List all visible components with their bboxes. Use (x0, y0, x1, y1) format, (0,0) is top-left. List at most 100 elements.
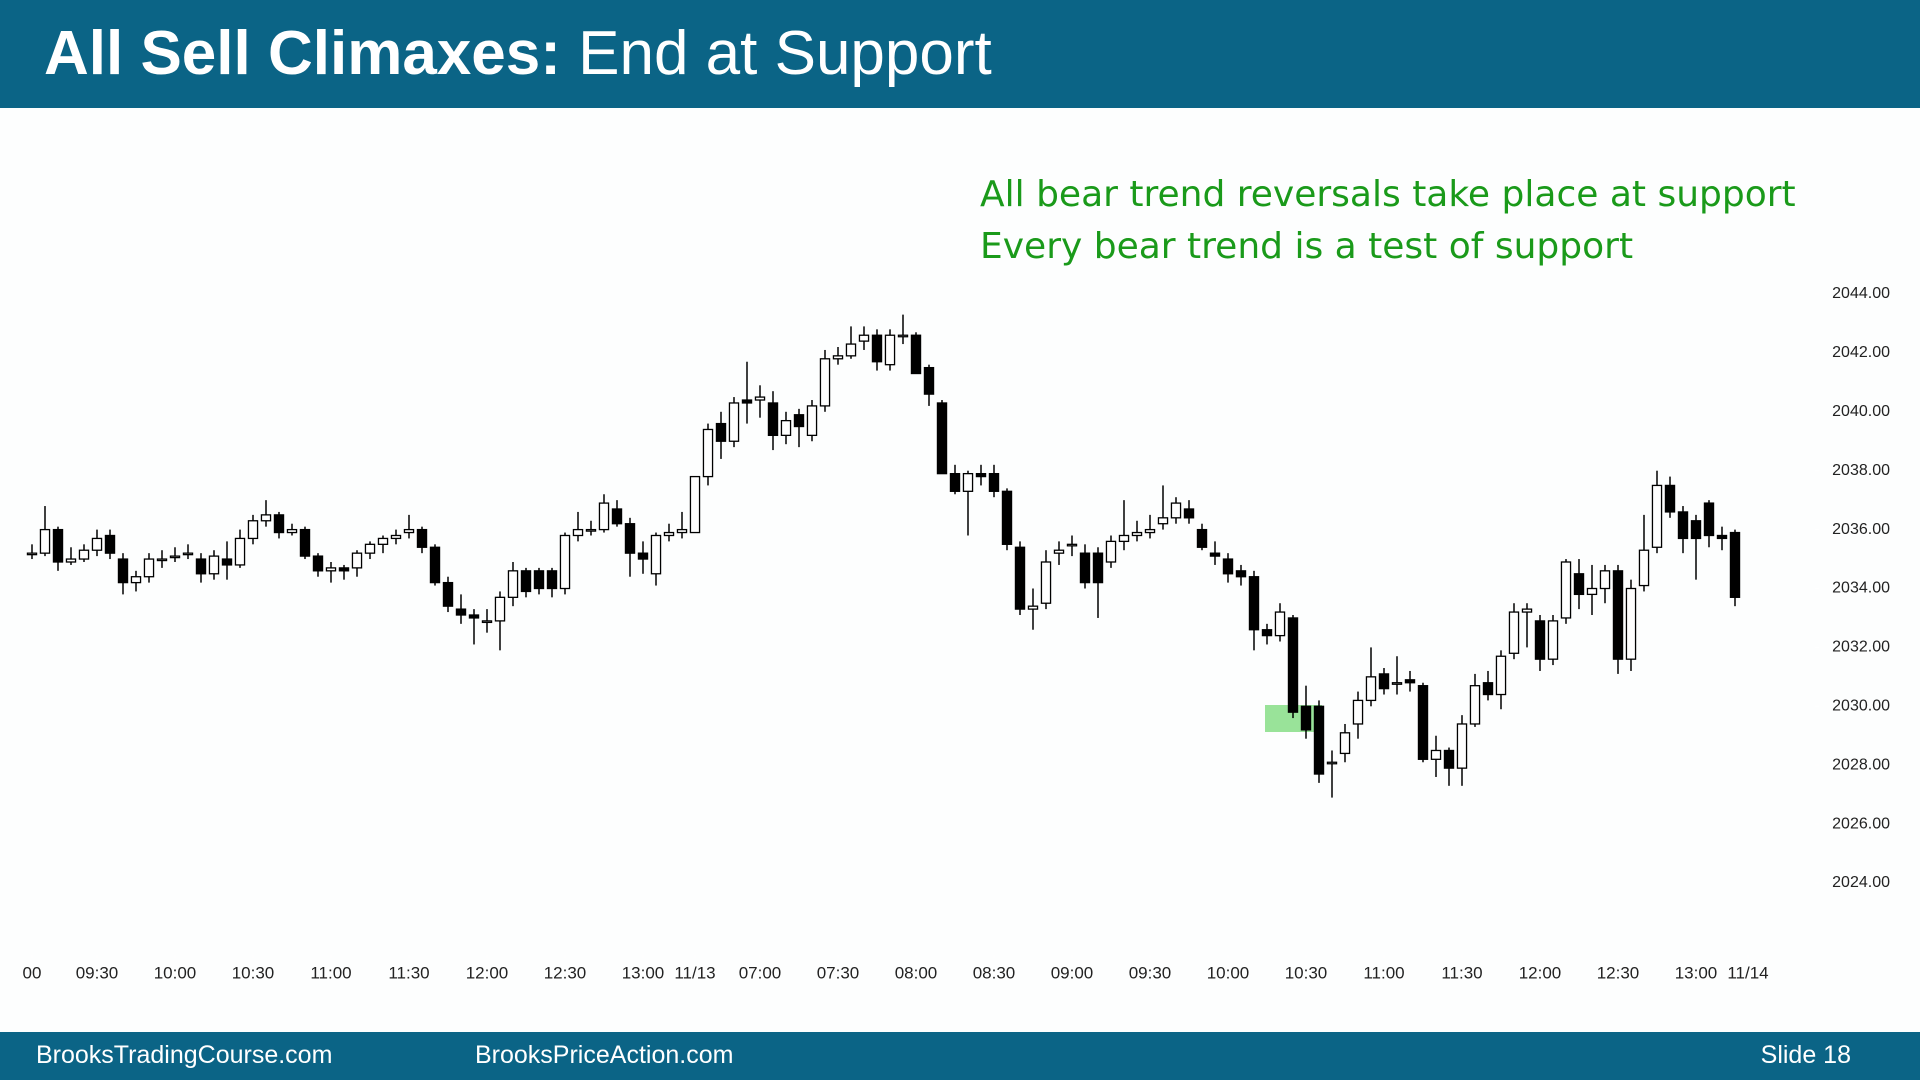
x-tick-label: 07:30 (817, 963, 860, 982)
x-tick-label: 10:00 (1207, 963, 1250, 982)
candle-body (624, 523, 636, 554)
x-tick-label: 11:30 (1441, 963, 1482, 982)
candle-body (1521, 608, 1533, 613)
x-tick-label: 12:30 (1597, 963, 1640, 982)
candle-body (1118, 534, 1130, 543)
candle-body (1365, 676, 1377, 702)
candle-body (273, 514, 285, 534)
y-tick-label: 2044.00 (1832, 285, 1890, 302)
candle-body (741, 399, 753, 404)
candle-body (1560, 561, 1572, 619)
x-tick-label: 10:30 (1285, 963, 1328, 982)
candle-body (1313, 705, 1325, 775)
candle-body (1326, 761, 1338, 765)
candle-body (221, 558, 233, 566)
x-tick-label: 11/14 (1727, 963, 1768, 982)
candle-body (1131, 531, 1143, 537)
candle-body (923, 366, 935, 395)
slide-number: Slide 18 (1760, 1041, 1851, 1069)
candle-body (1625, 587, 1637, 660)
candle-body (572, 528, 584, 537)
candle-body (884, 334, 896, 366)
candle-body (1053, 549, 1065, 554)
candle-body (1300, 705, 1312, 731)
candle-body (702, 428, 714, 478)
candle-body (1586, 587, 1598, 596)
candle-body (338, 567, 350, 572)
candle-body (117, 558, 129, 584)
x-tick-label: 08:00 (895, 963, 938, 982)
candle-body (1638, 549, 1650, 587)
x-tick-label: 00 (23, 963, 42, 982)
candle-body (1417, 685, 1429, 760)
y-tick-label: 2028.00 (1832, 756, 1890, 773)
x-tick-label: 08:30 (973, 963, 1016, 982)
x-tick-label: 11:30 (388, 963, 429, 982)
candle-body (897, 334, 909, 338)
x-tick-label: 12:00 (1519, 963, 1562, 982)
y-tick-label: 2026.00 (1832, 815, 1890, 832)
x-tick-label: 09:00 (1051, 963, 1094, 982)
x-tick-label: 10:00 (154, 963, 197, 982)
candle-body (988, 472, 1000, 492)
candle-body (559, 534, 571, 590)
candle-body (1066, 543, 1078, 547)
x-tick-label: 12:30 (544, 963, 587, 982)
candle-body (533, 570, 545, 590)
header-bar: All Sell Climaxes: End at Support (0, 0, 1920, 108)
candle-body (143, 558, 155, 578)
candle-body (1664, 484, 1676, 513)
candle-body (858, 334, 870, 342)
candle-body (1404, 679, 1416, 684)
candle-body (403, 528, 415, 534)
candle-body (286, 528, 298, 534)
candle-body (1443, 749, 1455, 769)
candle-body (507, 570, 519, 598)
candle-body (1157, 517, 1169, 525)
candle-body (936, 402, 948, 475)
x-tick-label: 09:30 (1129, 963, 1172, 982)
candle-body (1677, 511, 1689, 540)
candle-body (1573, 573, 1585, 596)
candle-body (962, 472, 974, 492)
candle-body (1534, 620, 1546, 660)
candle-body (455, 608, 467, 616)
candle-body (1170, 502, 1182, 519)
candle-body (1703, 502, 1715, 537)
candle-body (598, 502, 610, 531)
candle-body (195, 558, 207, 575)
candle-body (767, 402, 779, 437)
x-tick-label: 10:30 (232, 963, 275, 982)
candle-body (806, 405, 818, 437)
candle-body (1079, 552, 1091, 584)
candle-body (130, 576, 142, 584)
candle-body (1690, 520, 1702, 540)
candle-body (78, 549, 90, 560)
candle-body (494, 596, 506, 622)
candle-body (1391, 682, 1403, 685)
candle-body (1339, 732, 1351, 755)
candle-body (1027, 605, 1039, 610)
candle-body (689, 475, 701, 534)
candle-body (1716, 534, 1728, 540)
x-tick-label: 11:00 (310, 963, 351, 982)
candle-body (182, 552, 194, 556)
candle-body (1495, 655, 1507, 696)
y-tick-label: 2040.00 (1832, 403, 1890, 420)
candle-body (520, 570, 532, 593)
candle-body (1612, 570, 1624, 660)
candle-body (312, 555, 324, 572)
candle-body (1196, 528, 1208, 548)
x-tick-label: 13:00 (622, 963, 665, 982)
y-tick-label: 2038.00 (1832, 462, 1890, 479)
y-tick-label: 2030.00 (1832, 698, 1890, 715)
candle-body (1248, 576, 1260, 631)
candle-body (52, 528, 64, 563)
candle-body (156, 558, 168, 562)
candle-body (247, 520, 259, 540)
candle-body (546, 570, 558, 590)
candle-body (585, 528, 597, 532)
title-bold: All Sell Climaxes: (44, 19, 561, 88)
candle-body (663, 531, 675, 537)
